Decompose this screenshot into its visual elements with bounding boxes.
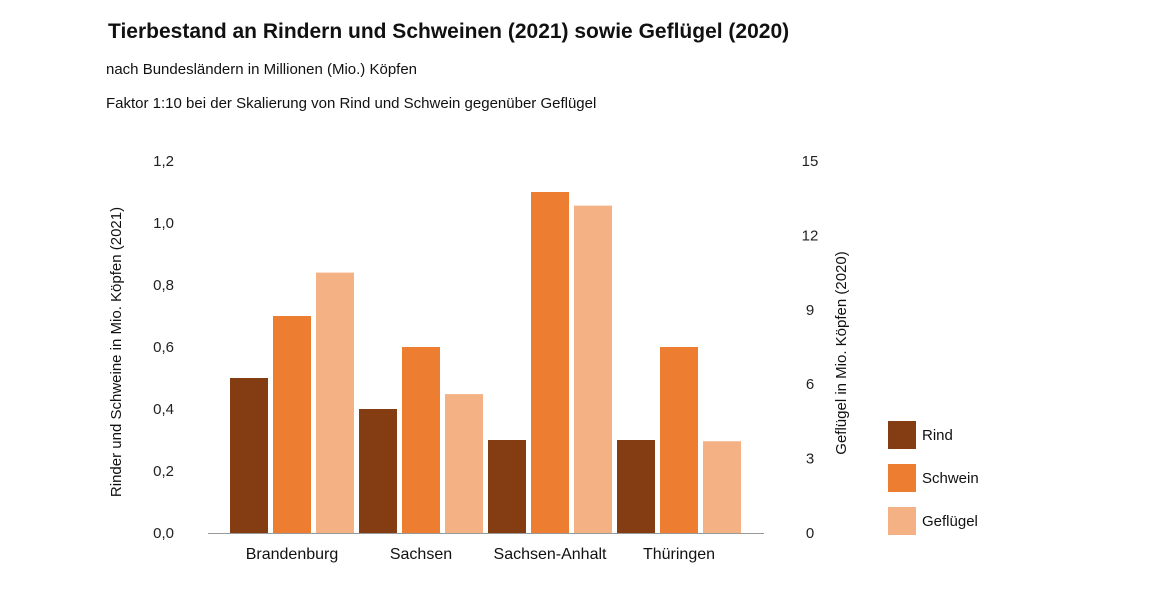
- legend-label-schwein: Schwein: [922, 470, 979, 487]
- left-tick-label: 1,0: [153, 215, 174, 232]
- bar-geflügel-sachsen: [445, 394, 483, 533]
- category-label: Thüringen: [643, 546, 715, 563]
- legend: Rind Schwein Geflügel: [888, 421, 979, 535]
- bar-geflügel-sachsen-anhalt: [574, 205, 612, 533]
- legend-label-geflügel: Geflügel: [922, 513, 978, 530]
- left-tick-label: 0,8: [153, 277, 174, 294]
- left-axis-label: Rinder und Schweine in Mio. Köpfen (2021…: [108, 207, 125, 497]
- bar-rind-sachsen: [359, 409, 397, 533]
- right-tick-label: 9: [806, 302, 814, 319]
- bar-rind-brandenburg: [230, 378, 268, 533]
- left-tick-label: 1,2: [153, 153, 174, 170]
- bar-schwein-brandenburg: [273, 316, 311, 533]
- left-axis-ticks: 0,0 0,2 0,4 0,6 0,8 1,0 1,2: [153, 153, 174, 542]
- category-label: Brandenburg: [246, 546, 339, 563]
- bars-group: [230, 192, 741, 533]
- left-tick-label: 0,2: [153, 463, 174, 480]
- right-tick-label: 3: [806, 451, 814, 468]
- right-axis-ticks: 0 3 6 9 12 15: [802, 153, 819, 542]
- category-label: Sachsen: [390, 546, 452, 563]
- left-tick-label: 0,0: [153, 525, 174, 542]
- category-labels: Brandenburg Sachsen Sachsen-Anhalt Thüringe…: [246, 546, 715, 563]
- right-tick-label: 12: [802, 227, 819, 244]
- legend-swatch-schwein: [888, 464, 916, 492]
- legend-label-rind: Rind: [922, 427, 953, 444]
- chart-scale-note: Faktor 1:10 bei der Skalierung von Rind …: [106, 95, 597, 112]
- right-tick-label: 15: [802, 153, 819, 170]
- chart-subtitle: nach Bundesländern in Millionen (Mio.) K…: [106, 61, 418, 78]
- bar-rind-thüringen: [617, 440, 655, 533]
- right-axis-label: Geflügel in Mio. Köpfen (2020): [833, 251, 850, 454]
- right-tick-label: 6: [806, 376, 814, 393]
- right-tick-label: 0: [806, 525, 814, 542]
- left-tick-label: 0,6: [153, 339, 174, 356]
- bar-schwein-sachsen-anhalt: [531, 192, 569, 533]
- bar-geflügel-thüringen: [703, 441, 741, 533]
- chart-title: Tierbestand an Rindern und Schweinen (20…: [108, 20, 790, 43]
- bar-rind-sachsen-anhalt: [488, 440, 526, 533]
- category-label: Sachsen-Anhalt: [494, 546, 608, 563]
- bar-schwein-thüringen: [660, 347, 698, 533]
- legend-swatch-rind: [888, 421, 916, 449]
- bar-geflügel-brandenburg: [316, 272, 354, 533]
- left-tick-label: 0,4: [153, 401, 174, 418]
- bar-schwein-sachsen: [402, 347, 440, 533]
- legend-swatch-geflügel: [888, 507, 916, 535]
